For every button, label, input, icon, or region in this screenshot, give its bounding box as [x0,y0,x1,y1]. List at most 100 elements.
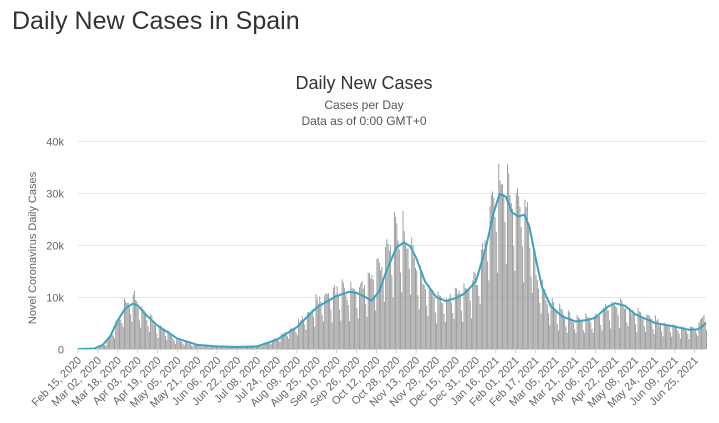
daily-bar [580,320,581,349]
daily-bar [279,342,280,349]
daily-bar [488,280,489,349]
daily-bar [181,342,182,349]
daily-bar [338,295,339,349]
y-tick-label: 20k [46,241,64,253]
daily-bar [613,303,614,349]
daily-bar [659,325,660,349]
daily-bar [416,270,417,349]
daily-bar [385,247,386,349]
daily-bar [321,302,322,349]
y-tick-label: 30k [46,189,64,201]
daily-bar [113,335,114,349]
daily-bar [641,317,642,349]
daily-bar [177,340,178,349]
daily-bar [686,331,687,349]
daily-bar [465,288,466,349]
daily-bar [209,347,210,349]
daily-bar [165,336,166,349]
daily-bar [403,211,404,349]
daily-bar [487,261,488,349]
daily-bar [631,314,632,349]
daily-bar [363,288,364,349]
daily-bar [574,329,575,349]
daily-bar [140,328,141,349]
daily-bar [462,322,463,349]
daily-bar [104,345,105,349]
daily-bar [378,258,379,349]
daily-bar [170,334,171,349]
daily-bar [159,326,160,349]
daily-bar [575,333,576,349]
daily-bar [558,330,559,349]
daily-bar [236,348,237,349]
daily-bar [370,279,371,349]
daily-bar [163,329,164,349]
daily-bar [643,319,644,349]
daily-bar [514,271,515,349]
daily-bar [200,346,201,349]
daily-bar [602,330,603,349]
daily-bar [294,327,295,349]
daily-bar [123,327,124,349]
daily-bar [651,319,652,349]
daily-bar [414,258,415,349]
daily-bar [654,334,655,349]
daily-bar [297,335,298,349]
daily-bar [701,318,702,349]
daily-bar [684,327,685,349]
daily-bar [585,313,586,349]
daily-bar [662,336,663,349]
daily-bar [368,273,369,349]
daily-bar [189,344,190,349]
daily-bar [308,312,309,349]
daily-bar [396,223,397,349]
daily-bar [376,259,377,349]
daily-bar [386,239,387,349]
daily-bar [664,322,665,349]
daily-bar [161,327,162,349]
daily-bar [287,336,288,349]
daily-bar [395,217,396,349]
daily-bar [476,285,477,349]
daily-bar [705,322,706,349]
y-tick-label: 40k [46,137,64,149]
daily-bar [329,299,330,349]
daily-bar [339,310,340,349]
daily-bar [124,298,125,349]
daily-bar [348,305,349,349]
daily-bar [441,303,442,350]
daily-bar [108,339,109,349]
daily-bar [588,317,589,349]
daily-bar [136,301,137,349]
daily-bar [604,309,605,349]
daily-bar [411,237,412,349]
daily-bar [408,248,409,349]
daily-bar [460,294,461,349]
daily-bar [592,329,593,349]
daily-bar [119,319,120,349]
daily-bar [500,181,501,349]
daily-bar [685,328,686,349]
daily-bar [179,341,180,349]
daily-bar [483,250,484,349]
daily-bar [623,307,624,349]
daily-bar [410,295,411,349]
y-axis-label: Novel Coronavirus Daily Cases [27,171,39,324]
daily-bar [303,319,304,349]
daily-bar [597,315,598,349]
daily-bar [349,321,350,349]
daily-bar [352,288,353,349]
daily-bar [201,347,202,349]
daily-bar [510,195,511,349]
daily-bar [322,315,323,349]
daily-bar [609,321,610,349]
daily-bar [551,303,552,349]
daily-bar [110,336,111,349]
daily-bar [679,334,680,349]
daily-bar [306,330,307,349]
daily-bar [674,325,675,349]
daily-bar [334,285,335,349]
daily-bar [549,325,550,349]
